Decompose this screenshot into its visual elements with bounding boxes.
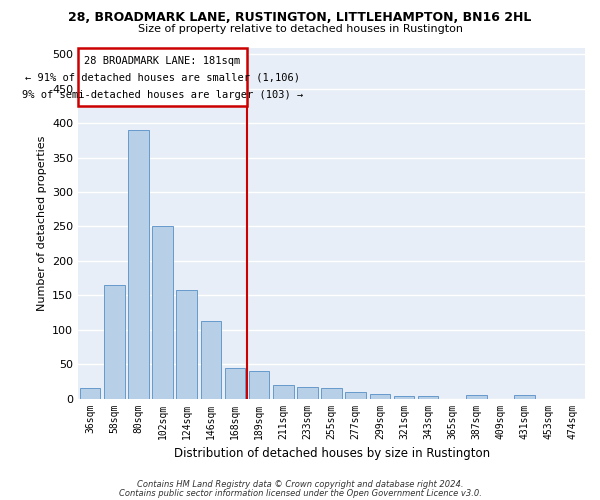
Bar — [128, 130, 149, 398]
Y-axis label: Number of detached properties: Number of detached properties — [37, 136, 47, 310]
Bar — [394, 396, 414, 398]
Bar — [104, 285, 125, 399]
Text: 9% of semi-detached houses are larger (103) →: 9% of semi-detached houses are larger (1… — [22, 90, 303, 100]
Bar — [297, 387, 317, 398]
Bar — [273, 385, 293, 398]
Bar — [225, 368, 245, 398]
Bar — [322, 388, 342, 398]
Bar — [152, 226, 173, 398]
Text: 28, BROADMARK LANE, RUSTINGTON, LITTLEHAMPTON, BN16 2HL: 28, BROADMARK LANE, RUSTINGTON, LITTLEHA… — [68, 11, 532, 24]
Bar — [466, 395, 487, 398]
Bar — [346, 392, 366, 398]
Text: 28 BROADMARK LANE: 181sqm: 28 BROADMARK LANE: 181sqm — [85, 56, 241, 66]
Bar — [418, 396, 439, 398]
Bar — [80, 388, 100, 398]
Text: ← 91% of detached houses are smaller (1,106): ← 91% of detached houses are smaller (1,… — [25, 73, 300, 83]
X-axis label: Distribution of detached houses by size in Rustington: Distribution of detached houses by size … — [173, 447, 490, 460]
Bar — [514, 395, 535, 398]
Bar — [176, 290, 197, 399]
FancyBboxPatch shape — [78, 48, 247, 106]
Text: Size of property relative to detached houses in Rustington: Size of property relative to detached ho… — [137, 24, 463, 34]
Text: Contains HM Land Registry data © Crown copyright and database right 2024.: Contains HM Land Registry data © Crown c… — [137, 480, 463, 489]
Bar — [249, 371, 269, 398]
Text: Contains public sector information licensed under the Open Government Licence v3: Contains public sector information licen… — [119, 488, 481, 498]
Bar — [200, 321, 221, 398]
Bar — [370, 394, 390, 398]
